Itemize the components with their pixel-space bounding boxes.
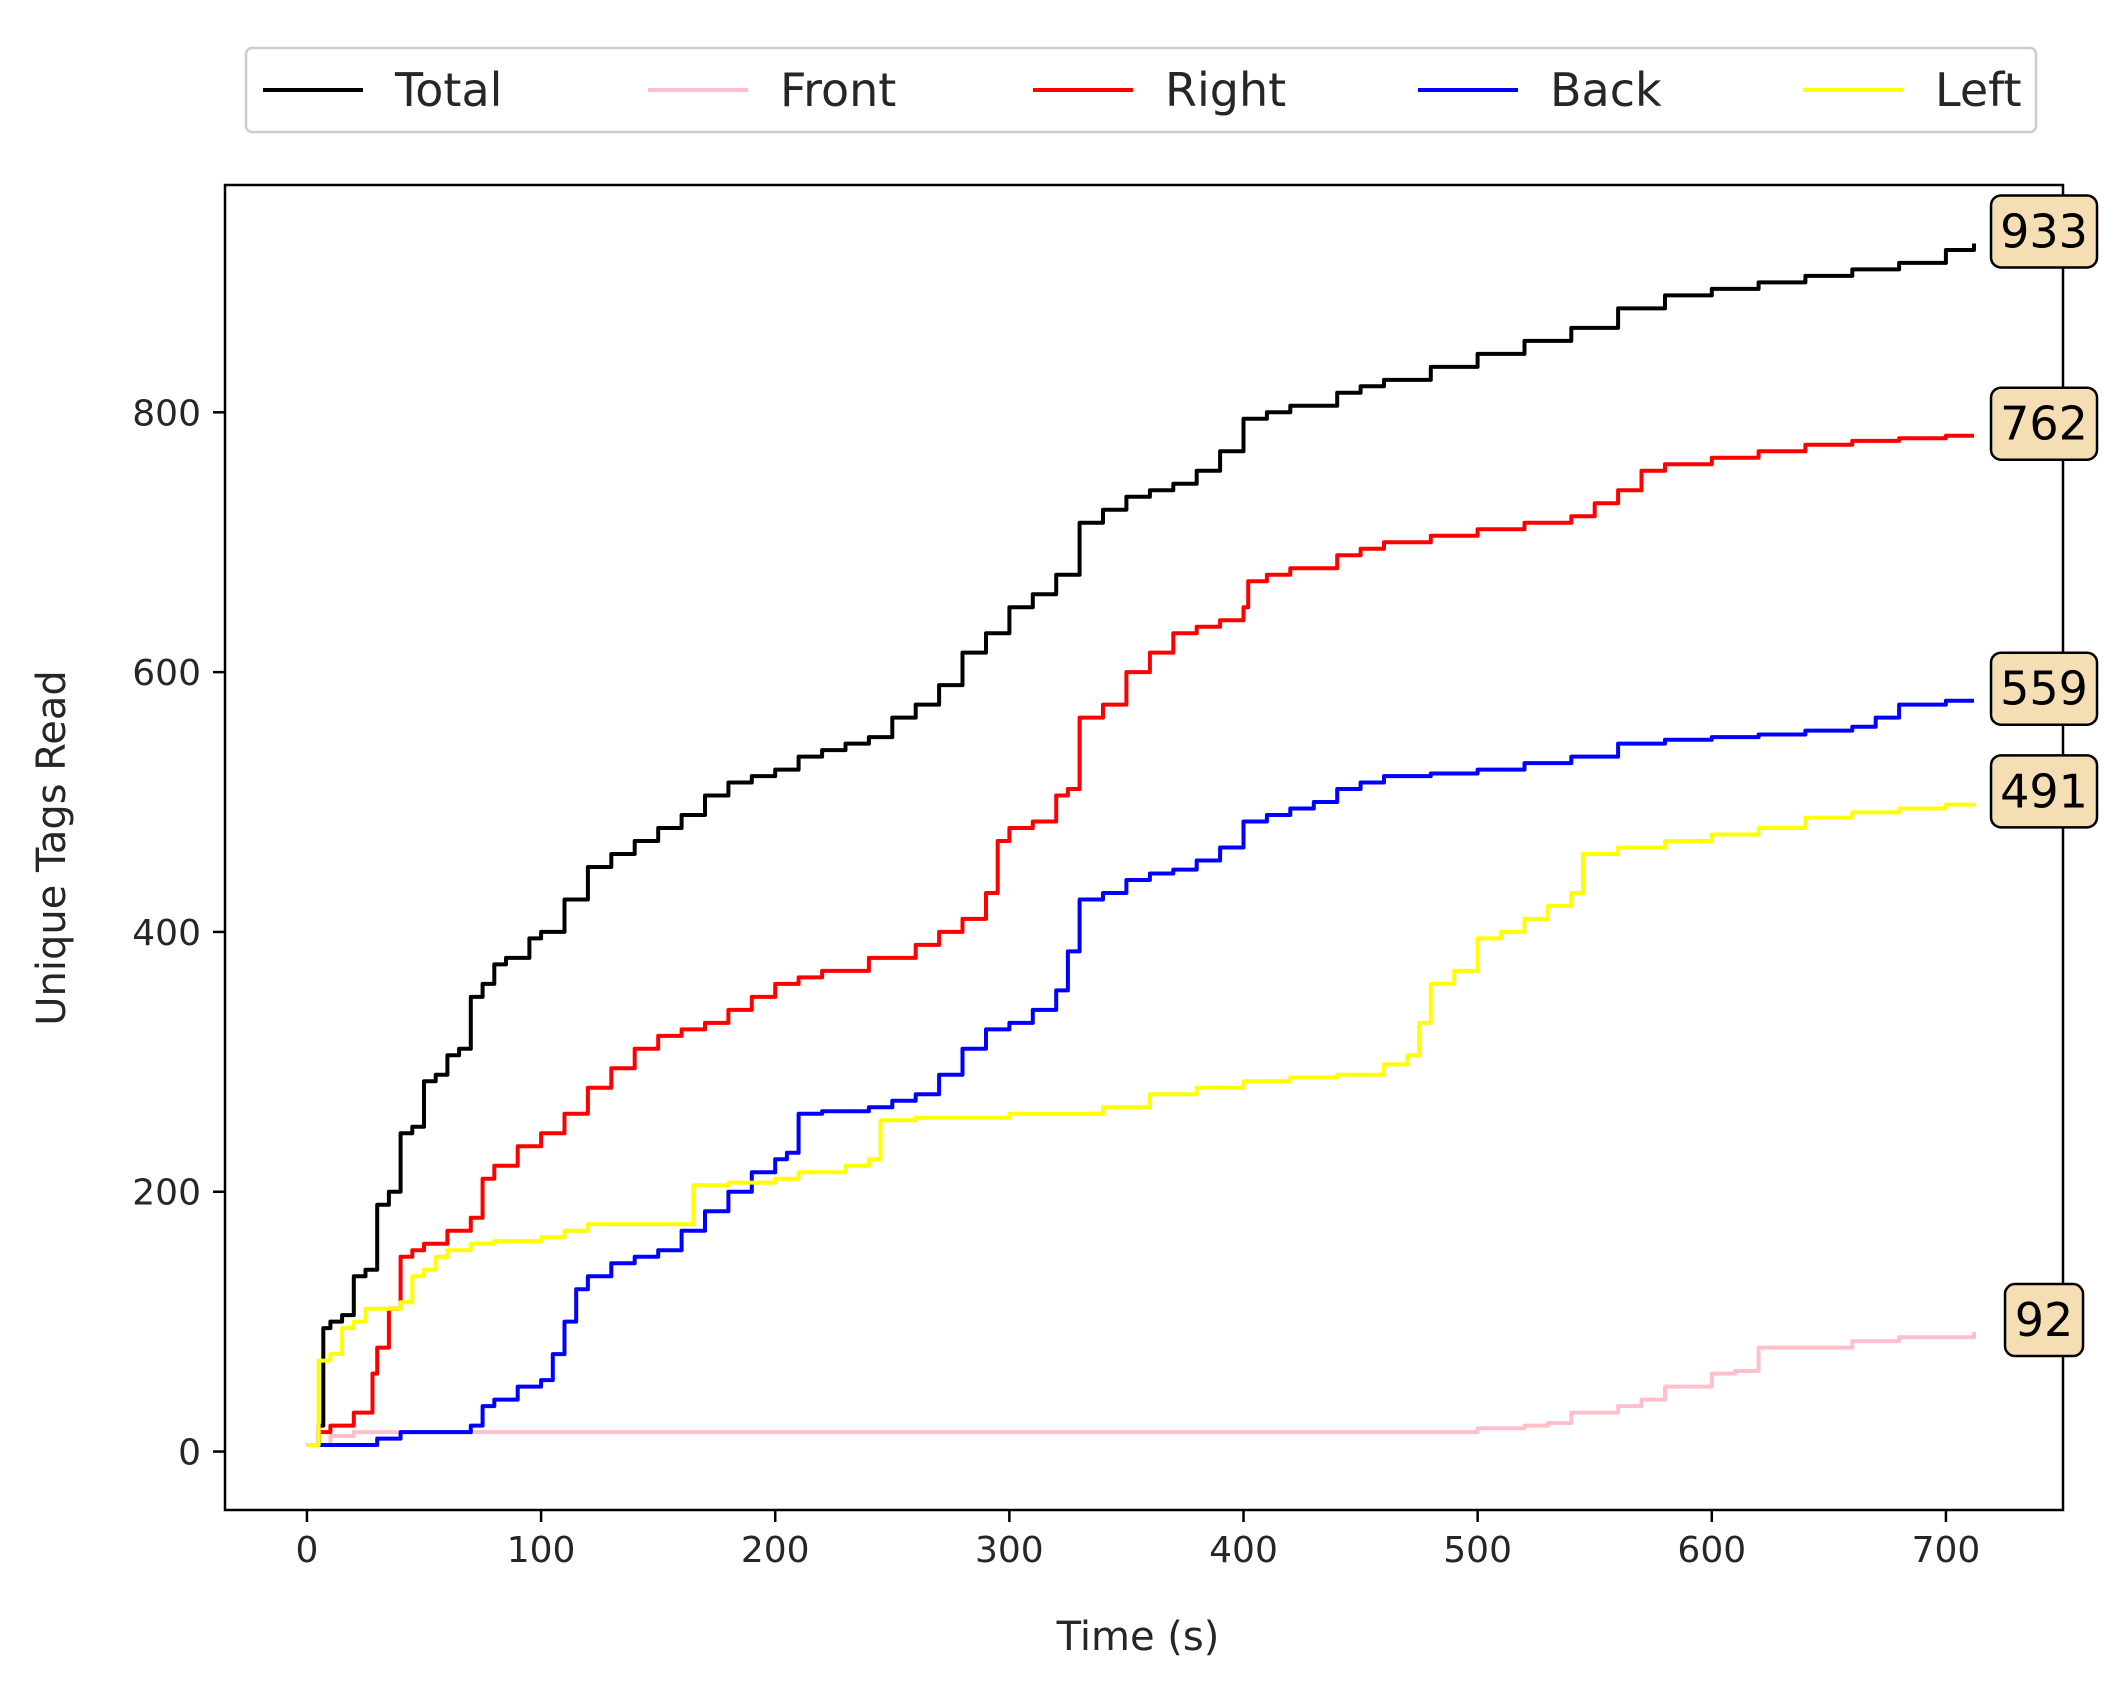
end-label-box-back bbox=[1989, 651, 2099, 726]
x-tick-label: 400 bbox=[1209, 1530, 1278, 1571]
end-label-left: 491 bbox=[2000, 764, 2088, 818]
legend-label-front: Front bbox=[780, 63, 896, 117]
y-tick-label: 800 bbox=[132, 393, 201, 434]
x-tick-label: 600 bbox=[1677, 1530, 1746, 1571]
legend: Total Front Right Back Left bbox=[244, 46, 2038, 134]
series-line-left bbox=[306, 802, 1976, 1447]
series-line-right bbox=[306, 433, 1974, 1447]
plot-area bbox=[223, 183, 2065, 1512]
end-label-box-total bbox=[1989, 194, 2099, 269]
series-layer bbox=[306, 243, 1976, 1447]
x-axis: 0 100 200 300 400 500 600 700 bbox=[295, 1510, 1980, 1571]
y-tick-label: 200 bbox=[132, 1173, 201, 1214]
legend-label-total: Total bbox=[394, 63, 502, 117]
end-label-box-right bbox=[1989, 386, 2099, 461]
end-label-box-left bbox=[1989, 754, 2099, 829]
legend-frame bbox=[244, 46, 2038, 134]
end-label-total: 933 bbox=[2000, 204, 2088, 258]
end-label-front: 92 bbox=[2015, 1293, 2074, 1347]
y-tick-label: 0 bbox=[178, 1433, 201, 1474]
legend-label-back: Back bbox=[1550, 63, 1662, 117]
series-line-back bbox=[306, 698, 1974, 1447]
x-tick-label: 700 bbox=[1912, 1530, 1981, 1571]
end-label-back: 559 bbox=[2000, 662, 2088, 716]
x-tick-label: 100 bbox=[507, 1530, 576, 1571]
series-line-front bbox=[306, 1332, 1976, 1447]
x-tick-label: 0 bbox=[295, 1530, 318, 1571]
end-labels: 933 92 762 559 491 bbox=[1989, 194, 2099, 1358]
end-label-right: 762 bbox=[2000, 397, 2088, 451]
x-tick-label: 300 bbox=[975, 1530, 1044, 1571]
y-tick-label: 600 bbox=[132, 653, 201, 694]
legend-label-right: Right bbox=[1165, 63, 1286, 117]
plot-frame bbox=[223, 183, 2065, 1512]
y-tick-label: 400 bbox=[132, 913, 201, 954]
x-axis-title: Time (s) bbox=[1056, 1614, 1220, 1660]
series-line-total bbox=[306, 243, 1976, 1447]
legend-label-left: Left bbox=[1935, 63, 2022, 117]
end-label-box-front bbox=[2003, 1282, 2085, 1358]
y-axis: 0 200 400 600 800 bbox=[132, 393, 225, 1474]
y-axis-title: Unique Tags Read bbox=[29, 670, 75, 1026]
x-tick-label: 200 bbox=[741, 1530, 810, 1571]
x-tick-label: 500 bbox=[1443, 1530, 1512, 1571]
